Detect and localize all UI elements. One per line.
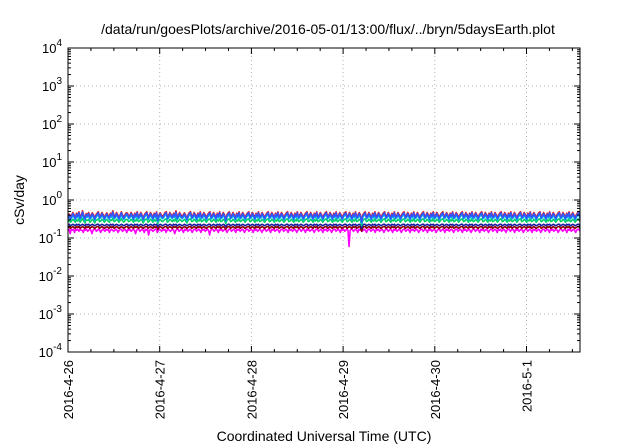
y-axis-label: cSv/day xyxy=(11,175,27,225)
x-axis-ticks: 2016-4-26 2016-4-27 2016-4-28 2016-4-29 2016… xyxy=(61,48,573,419)
x-tick-label: 2016-4-29 xyxy=(336,360,351,419)
y-tick-label: 104 xyxy=(42,38,62,56)
y-tick-label: 10-4 xyxy=(39,342,63,360)
series-line-4 xyxy=(67,217,581,227)
series-line-1 xyxy=(67,228,581,248)
series-line-2 xyxy=(67,225,581,233)
y-tick-label: 100 xyxy=(42,190,62,208)
grid-lines xyxy=(67,48,580,352)
series-line-3 xyxy=(67,223,581,230)
y-tick-label: 102 xyxy=(42,114,62,132)
x-tick-label: 2016-4-27 xyxy=(153,360,168,419)
x-tick-label: 2016-5-1 xyxy=(520,360,535,412)
y-tick-label: 103 xyxy=(42,76,62,94)
y-tick-label: 10-1 xyxy=(39,228,63,246)
y-axis-ticks: 10-4 10-3 10-2 10-1 100 101 102 103 104 xyxy=(39,38,580,360)
y-tick-label: 10-2 xyxy=(39,266,63,284)
x-tick-label: 2016-4-26 xyxy=(61,360,76,419)
x-axis-label: Coordinated Universal Time (UTC) xyxy=(217,428,432,444)
y-tick-label: 10-3 xyxy=(39,304,63,322)
x-tick-label: 2016-4-30 xyxy=(428,360,443,419)
x-tick-label: 2016-4-28 xyxy=(244,360,259,419)
series-line-7 xyxy=(67,211,581,224)
y-tick-label: 101 xyxy=(42,152,62,170)
series-lines xyxy=(67,209,581,248)
chart-title: /data/run/goesPlots/archive/2016-05-01/1… xyxy=(101,21,555,37)
